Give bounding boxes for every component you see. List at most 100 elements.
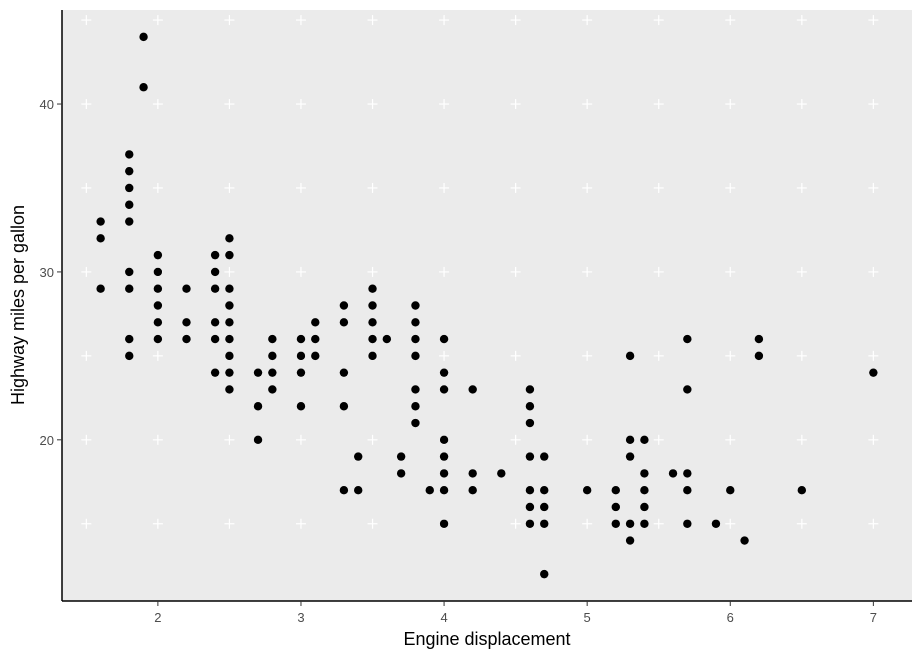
data-point bbox=[382, 334, 392, 344]
data-point bbox=[411, 351, 420, 361]
grid-cross bbox=[439, 15, 450, 26]
grid-cross bbox=[81, 434, 92, 445]
grid-cross bbox=[796, 15, 807, 26]
data-point bbox=[225, 334, 234, 344]
data-point bbox=[125, 351, 134, 361]
data-point bbox=[711, 519, 721, 528]
grid-cross bbox=[582, 99, 593, 110]
data-point bbox=[210, 318, 220, 327]
grid-cross bbox=[510, 266, 521, 277]
data-point bbox=[396, 469, 406, 478]
data-point bbox=[96, 234, 105, 243]
grid-cross bbox=[582, 182, 593, 193]
data-point bbox=[625, 519, 635, 528]
data-point bbox=[182, 318, 191, 327]
data-point bbox=[640, 502, 649, 512]
x-axis-title: Engine displacement bbox=[403, 629, 570, 649]
data-point bbox=[225, 234, 234, 243]
grid-cross bbox=[367, 518, 378, 529]
data-point bbox=[125, 200, 134, 209]
data-point bbox=[139, 32, 148, 42]
data-point bbox=[411, 301, 420, 310]
x-tick-label: 3 bbox=[297, 610, 304, 625]
data-point bbox=[339, 402, 349, 411]
data-point bbox=[210, 284, 220, 293]
data-point bbox=[640, 469, 649, 478]
data-point bbox=[625, 351, 635, 361]
data-point bbox=[253, 368, 263, 377]
data-point bbox=[339, 485, 349, 495]
data-point bbox=[268, 368, 277, 377]
grid-cross bbox=[224, 434, 235, 445]
data-point bbox=[354, 452, 363, 461]
data-point bbox=[611, 502, 620, 512]
data-point bbox=[540, 569, 549, 579]
grid-cross bbox=[653, 182, 664, 193]
data-point bbox=[125, 284, 134, 293]
data-point bbox=[683, 519, 692, 528]
data-point bbox=[96, 284, 105, 293]
data-point bbox=[411, 385, 420, 394]
grid-cross bbox=[439, 182, 450, 193]
grid-cross bbox=[868, 434, 879, 445]
data-point bbox=[253, 435, 263, 445]
data-point bbox=[439, 435, 449, 445]
data-point bbox=[797, 485, 807, 495]
data-point bbox=[225, 301, 234, 310]
data-point bbox=[411, 418, 420, 428]
data-point bbox=[439, 385, 449, 394]
data-point bbox=[625, 435, 635, 445]
data-point bbox=[439, 452, 449, 461]
data-point bbox=[153, 318, 163, 327]
data-point bbox=[525, 452, 535, 461]
data-point bbox=[210, 368, 220, 377]
data-point bbox=[125, 150, 134, 159]
grid-cross bbox=[367, 182, 378, 193]
data-point bbox=[411, 402, 420, 411]
grid-cross bbox=[796, 99, 807, 110]
grid-cross bbox=[796, 182, 807, 193]
data-point bbox=[396, 452, 406, 461]
data-point bbox=[311, 318, 320, 327]
data-point bbox=[540, 452, 549, 461]
grid-cross bbox=[725, 434, 736, 445]
grid-cross bbox=[510, 15, 521, 26]
grid-cross bbox=[367, 266, 378, 277]
grid-cross bbox=[868, 518, 879, 529]
grid-cross bbox=[81, 182, 92, 193]
grid-cross bbox=[295, 266, 306, 277]
data-points bbox=[96, 32, 878, 579]
grid-crosses bbox=[81, 15, 879, 529]
grid-cross bbox=[868, 15, 879, 26]
data-point bbox=[640, 519, 649, 528]
grid-cross bbox=[868, 350, 879, 361]
data-point bbox=[368, 301, 377, 310]
data-point bbox=[225, 368, 234, 377]
data-point bbox=[540, 485, 549, 495]
data-point bbox=[683, 469, 692, 478]
x-tick-label: 7 bbox=[870, 610, 877, 625]
data-point bbox=[153, 334, 163, 344]
grid-cross bbox=[582, 350, 593, 361]
grid-cross bbox=[367, 15, 378, 26]
grid-cross bbox=[152, 182, 163, 193]
y-tick-label: 20 bbox=[40, 433, 54, 448]
data-point bbox=[125, 267, 134, 277]
data-point bbox=[468, 385, 477, 394]
data-point bbox=[754, 334, 764, 344]
data-point bbox=[268, 334, 277, 344]
grid-cross bbox=[725, 15, 736, 26]
grid-cross bbox=[796, 350, 807, 361]
data-point bbox=[125, 334, 134, 344]
data-point bbox=[268, 351, 277, 361]
grid-cross bbox=[295, 518, 306, 529]
data-point bbox=[411, 318, 420, 327]
data-point bbox=[439, 485, 449, 495]
data-point bbox=[869, 368, 878, 377]
data-point bbox=[525, 519, 535, 528]
data-point bbox=[625, 536, 635, 545]
data-point bbox=[354, 485, 363, 495]
grid-cross bbox=[725, 99, 736, 110]
data-point bbox=[439, 469, 449, 478]
grid-cross bbox=[367, 99, 378, 110]
